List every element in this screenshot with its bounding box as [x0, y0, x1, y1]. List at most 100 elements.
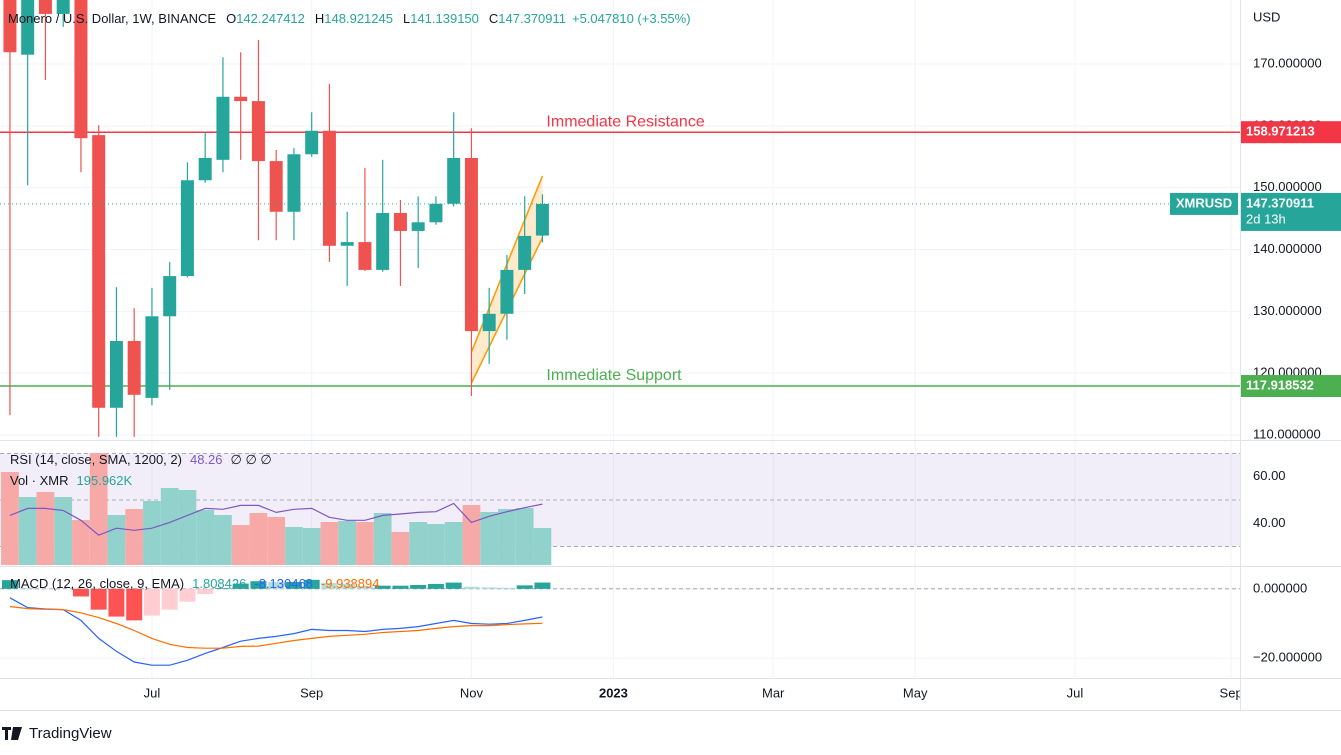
macd-histogram-bar	[481, 587, 498, 589]
candle-body	[376, 213, 390, 270]
volume-bar	[178, 490, 197, 565]
candle-body	[429, 203, 443, 223]
last-price-value: 147.370911	[1246, 195, 1314, 210]
macd-histogram-bar	[126, 588, 143, 621]
price-axis: 110.000000120.000000130.000000140.000000…	[1241, 55, 1341, 665]
volume-bar	[267, 517, 286, 565]
volume-bar	[338, 521, 357, 565]
candle-body	[482, 313, 496, 332]
candle-body	[340, 242, 354, 246]
candle-body	[127, 341, 141, 395]
y-tick-label: 140.000000	[1253, 241, 1322, 256]
countdown: 2d 13h	[1246, 211, 1286, 226]
volume-bar	[196, 510, 215, 565]
y-tick-label: 150.000000	[1253, 179, 1322, 194]
volume-bar	[373, 513, 392, 565]
volume-bar	[1, 472, 19, 565]
volume-bar	[356, 522, 374, 565]
macd-histogram-bar	[90, 588, 107, 610]
macd-histogram-bar	[197, 588, 214, 595]
candle-body	[234, 96, 248, 102]
ohlc-key: L	[403, 11, 410, 26]
volume-bar	[143, 501, 161, 565]
macd-histogram-bar	[339, 583, 356, 589]
signal-value: -9.938894	[321, 576, 380, 591]
macd-histogram-bar	[392, 585, 409, 589]
macd-histogram-bar	[285, 581, 302, 589]
x-tick-label: Jul	[144, 685, 161, 700]
volume-bar	[72, 520, 90, 565]
rsi-line	[9, 502, 543, 536]
candle-body	[21, 0, 35, 55]
macd-histogram-bar	[303, 579, 320, 589]
volume-bar	[498, 509, 516, 565]
level-label: Immediate Support	[546, 367, 682, 384]
macd-histogram-bar	[161, 588, 178, 610]
macd-histogram-bar	[19, 587, 36, 589]
brand-logo	[2, 727, 22, 740]
macd-histogram-bar	[268, 581, 285, 589]
ohlc-value: 142.247412	[236, 11, 305, 26]
ohlc-value: 147.370911	[498, 11, 566, 26]
macd-histogram-bar	[534, 582, 551, 589]
volume-bar	[480, 512, 499, 565]
candle-body	[411, 222, 425, 231]
macd-histogram-bar	[463, 586, 480, 589]
ohlc-key: C	[489, 11, 498, 26]
volume-bar	[427, 524, 445, 565]
price-axis-bg	[1241, 0, 1341, 710]
volume-value: 195.962K	[77, 473, 133, 488]
volume-bar	[320, 522, 339, 565]
level-label: Immediate Resistance	[546, 113, 704, 130]
volume-bar	[36, 492, 55, 565]
rsi-tick-label: 40.00	[1253, 515, 1286, 530]
volume-bar	[285, 527, 303, 565]
symbol-label: XMRUSD	[1176, 195, 1232, 210]
brand-name: TradingView	[29, 725, 112, 742]
y-tick-label: 110.000000	[1253, 426, 1321, 441]
candle-body	[56, 0, 70, 14]
macd-histogram-bar	[250, 581, 267, 589]
signal-line	[9, 605, 543, 649]
ohlc-key: H	[315, 11, 324, 26]
macd-tick-label: −20.000000	[1253, 650, 1322, 665]
macd-histogram-bar	[374, 585, 391, 589]
candle-body	[287, 154, 301, 212]
macd-histogram-bar	[356, 586, 373, 589]
candle-body	[145, 316, 159, 398]
volume-bar	[89, 453, 108, 565]
rsi-title: RSI (14, close, SMA, 1200, 2)	[10, 452, 182, 467]
candle-body	[109, 341, 123, 408]
volume-bar	[409, 522, 428, 565]
volume-bar	[533, 528, 552, 565]
volume-bar	[302, 527, 321, 565]
candle-body	[269, 161, 283, 212]
x-tick-label: Sep	[300, 685, 323, 700]
macd-histogram-bar	[321, 582, 338, 589]
candle-body	[464, 157, 478, 332]
candle-body	[322, 130, 336, 246]
volume-bar	[391, 531, 410, 565]
macd-value: -8.130468	[254, 576, 313, 591]
title: Monero / U.S. Dollar, 1W, BINANCE	[8, 11, 216, 26]
volume-bar	[125, 509, 144, 565]
macd-hist-value: 1.808426	[192, 576, 246, 591]
x-tick-label: Sep	[1220, 685, 1243, 700]
ohlc-key: O	[226, 11, 236, 26]
brand: TradingView	[2, 725, 112, 742]
candle-body	[198, 157, 212, 181]
y-tick-label: 130.000000	[1253, 303, 1322, 318]
candle-body	[3, 0, 17, 53]
macd-title: MACD (12, 26, close, 9, EMA)	[10, 576, 184, 591]
macd-line	[9, 597, 543, 666]
candle-body	[251, 101, 265, 162]
candle-body	[535, 203, 549, 236]
candle-body	[393, 213, 407, 231]
chart-header: Monero / U.S. Dollar, 1W, BINANCE O142.24…	[8, 11, 691, 26]
volume-name: Vol · XMR	[10, 473, 69, 488]
candle-body	[447, 157, 461, 204]
volume-bar	[214, 515, 232, 565]
macd-histogram-bar	[427, 583, 444, 589]
symbol-tag	[1170, 192, 1238, 215]
